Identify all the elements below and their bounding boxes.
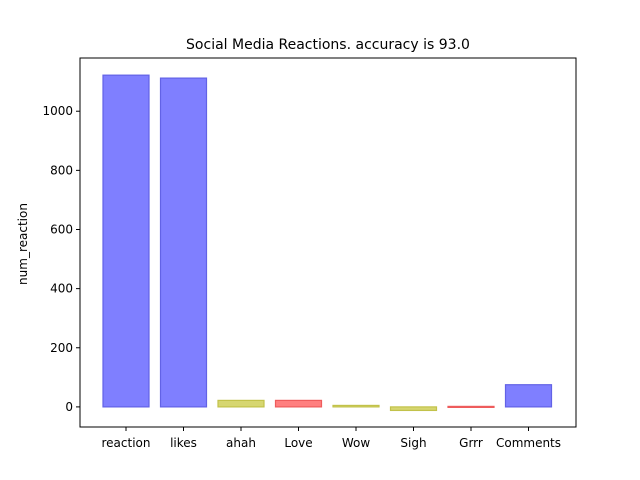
x-tick-label: Love bbox=[284, 436, 312, 450]
x-tick-label: ahah bbox=[226, 436, 256, 450]
bars-group bbox=[102, 74, 553, 412]
y-tick-label: 800 bbox=[50, 163, 73, 177]
x-tick-label: Comments bbox=[496, 436, 561, 450]
y-tick-label: 0 bbox=[65, 400, 73, 414]
x-tick-label: Sigh bbox=[400, 436, 426, 450]
bar-ahah bbox=[217, 399, 265, 408]
bar-love bbox=[274, 399, 323, 408]
y-axis-ticks: 0 200 400 600 800 1000 bbox=[42, 104, 80, 414]
plot-area-frame bbox=[79, 57, 577, 428]
x-axis-ticks: reaction likes ahah Love Wow Sigh Grrr Comments bbox=[102, 427, 561, 450]
bar-likes bbox=[159, 77, 208, 408]
x-tick-label: Grrr bbox=[459, 436, 483, 450]
y-axis-label: num_reaction bbox=[16, 203, 30, 285]
y-tick-label: 400 bbox=[50, 282, 73, 296]
x-tick-label: likes bbox=[170, 436, 197, 450]
y-tick-label: 1000 bbox=[42, 104, 73, 118]
bar-wow bbox=[332, 404, 380, 408]
bar-reaction bbox=[102, 74, 150, 408]
chart-title: Social Media Reactions. accuracy is 93.0 bbox=[186, 37, 470, 53]
bar-sigh bbox=[389, 406, 438, 412]
x-tick-label: Wow bbox=[342, 436, 371, 450]
bar-grrr bbox=[447, 405, 495, 408]
y-tick-label: 200 bbox=[50, 341, 73, 355]
bar-comments bbox=[504, 384, 553, 408]
y-tick-label: 600 bbox=[50, 222, 73, 236]
x-tick-label: reaction bbox=[102, 436, 151, 450]
